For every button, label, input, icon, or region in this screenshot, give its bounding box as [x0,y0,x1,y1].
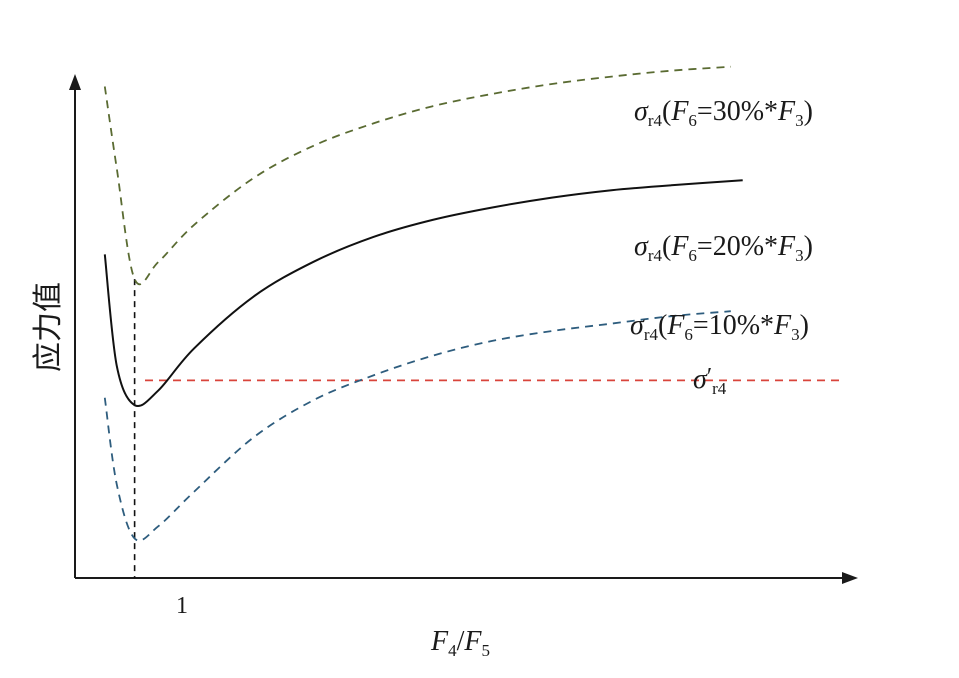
x-axis-label: F4/F5 [430,626,490,660]
reference-label: σ′r4 [693,364,727,398]
x-tick-label: 1 [176,593,188,619]
series-line-f6_30 [103,65,731,286]
series-line-f6_20 [103,179,743,408]
y-axis-arrow [69,74,81,90]
series-layer [103,65,840,578]
series-label-f6-20: σr4(F6=20%*F3) [634,231,813,265]
y-axis-label: 应力值 [31,282,66,372]
series-line-f6_10 [103,310,731,542]
series-label-f6-30: σr4(F6=30%*F3) [634,96,813,130]
series-label-f6-10: σr4(F6=10%*F3) [630,310,809,344]
x-axis-arrow [842,572,858,584]
